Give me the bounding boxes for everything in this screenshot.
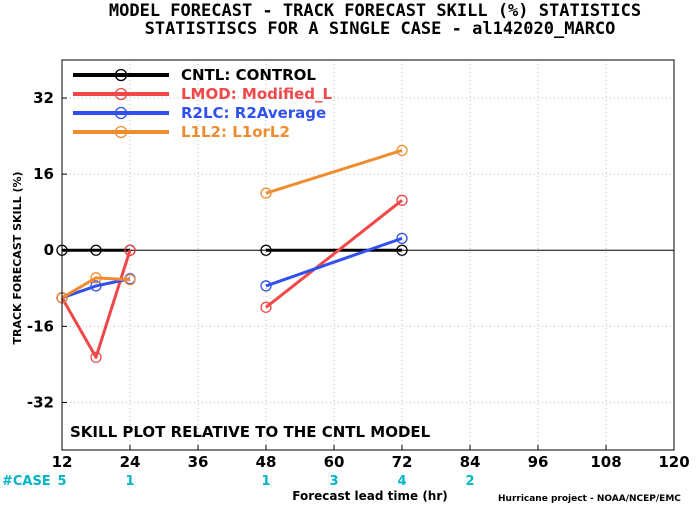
chart-title: MODEL FORECAST - TRACK FORECAST SKILL (%… xyxy=(109,1,641,21)
series-layer xyxy=(56,144,408,363)
case-count: 5 xyxy=(57,474,66,489)
series-line xyxy=(61,277,131,300)
data-point xyxy=(396,144,408,157)
x-tick-label: 108 xyxy=(590,453,621,471)
data-point xyxy=(124,274,136,286)
case-count: 2 xyxy=(465,474,474,489)
legend-entry-label: LMOD: Modified_L xyxy=(181,85,333,103)
data-point xyxy=(260,280,272,292)
legend-marker xyxy=(114,106,128,120)
case-count: 4 xyxy=(397,474,406,489)
legend-marker xyxy=(114,87,128,101)
series-3 xyxy=(56,144,408,304)
case-count: 1 xyxy=(261,474,270,489)
grid xyxy=(61,60,675,450)
legend-entry-label: CNTL: CONTROL xyxy=(181,66,316,84)
case-counts: 5 1 1 3 4 2 xyxy=(57,474,474,489)
legend-entry-label: R2LC: R2Average xyxy=(181,104,326,122)
series-line xyxy=(60,249,132,359)
data-point xyxy=(396,194,408,206)
series-line xyxy=(265,148,403,195)
plot-frame xyxy=(61,59,675,451)
chart-subtitle: STATISTISCS FOR A SINGLE CASE - al142020… xyxy=(145,19,616,39)
legend-marker xyxy=(114,68,128,82)
data-point xyxy=(90,244,102,256)
data-point xyxy=(260,244,272,256)
x-axis-label: Forecast lead time (hr) xyxy=(292,489,448,503)
credit-text: Hurricane project - NOAA/NCEP/EMC xyxy=(498,494,681,504)
case-label: #CASE xyxy=(2,474,51,489)
x-tick-label: 84 xyxy=(460,453,481,471)
data-point xyxy=(396,232,408,245)
series-line xyxy=(265,199,403,309)
y-tick-label: 0 xyxy=(44,241,54,259)
legend-marker xyxy=(114,125,128,139)
series-2 xyxy=(56,232,408,304)
data-point xyxy=(124,244,136,256)
y-tick-label: 16 xyxy=(33,165,54,183)
data-point xyxy=(260,301,272,313)
x-tick-label: 48 xyxy=(256,453,277,471)
data-point xyxy=(90,351,102,363)
y-axis-label: TRACK FORECAST SKILL (%) xyxy=(11,171,24,344)
x-tick-label: 36 xyxy=(188,453,209,471)
data-point xyxy=(396,244,408,256)
data-point xyxy=(90,280,102,292)
skill-annotation: SKILL PLOT RELATIVE TO THE CNTL MODEL xyxy=(70,423,431,441)
x-tick-label: 24 xyxy=(120,453,141,471)
y-tick-label: 32 xyxy=(33,89,54,107)
x-tick-label: 60 xyxy=(324,453,345,471)
y-tick-label: -16 xyxy=(27,317,54,335)
x-tick-label: 72 xyxy=(392,453,413,471)
case-count: 3 xyxy=(329,474,338,489)
tick-labels: 12 24 36 48 60 72 84 96 108 120 -32 -16 0 16 32 xyxy=(27,89,690,471)
x-tick-label: 96 xyxy=(528,453,549,471)
series-line xyxy=(265,236,403,288)
legend-entry-label: L1L2: L1orL2 xyxy=(181,123,290,141)
data-point xyxy=(260,187,272,199)
x-tick-label: 12 xyxy=(52,453,73,471)
series-line xyxy=(61,276,131,300)
x-tick-label: 120 xyxy=(658,453,689,471)
case-count: 1 xyxy=(125,474,134,489)
data-point xyxy=(90,272,102,284)
y-tick-label: -32 xyxy=(27,393,54,411)
